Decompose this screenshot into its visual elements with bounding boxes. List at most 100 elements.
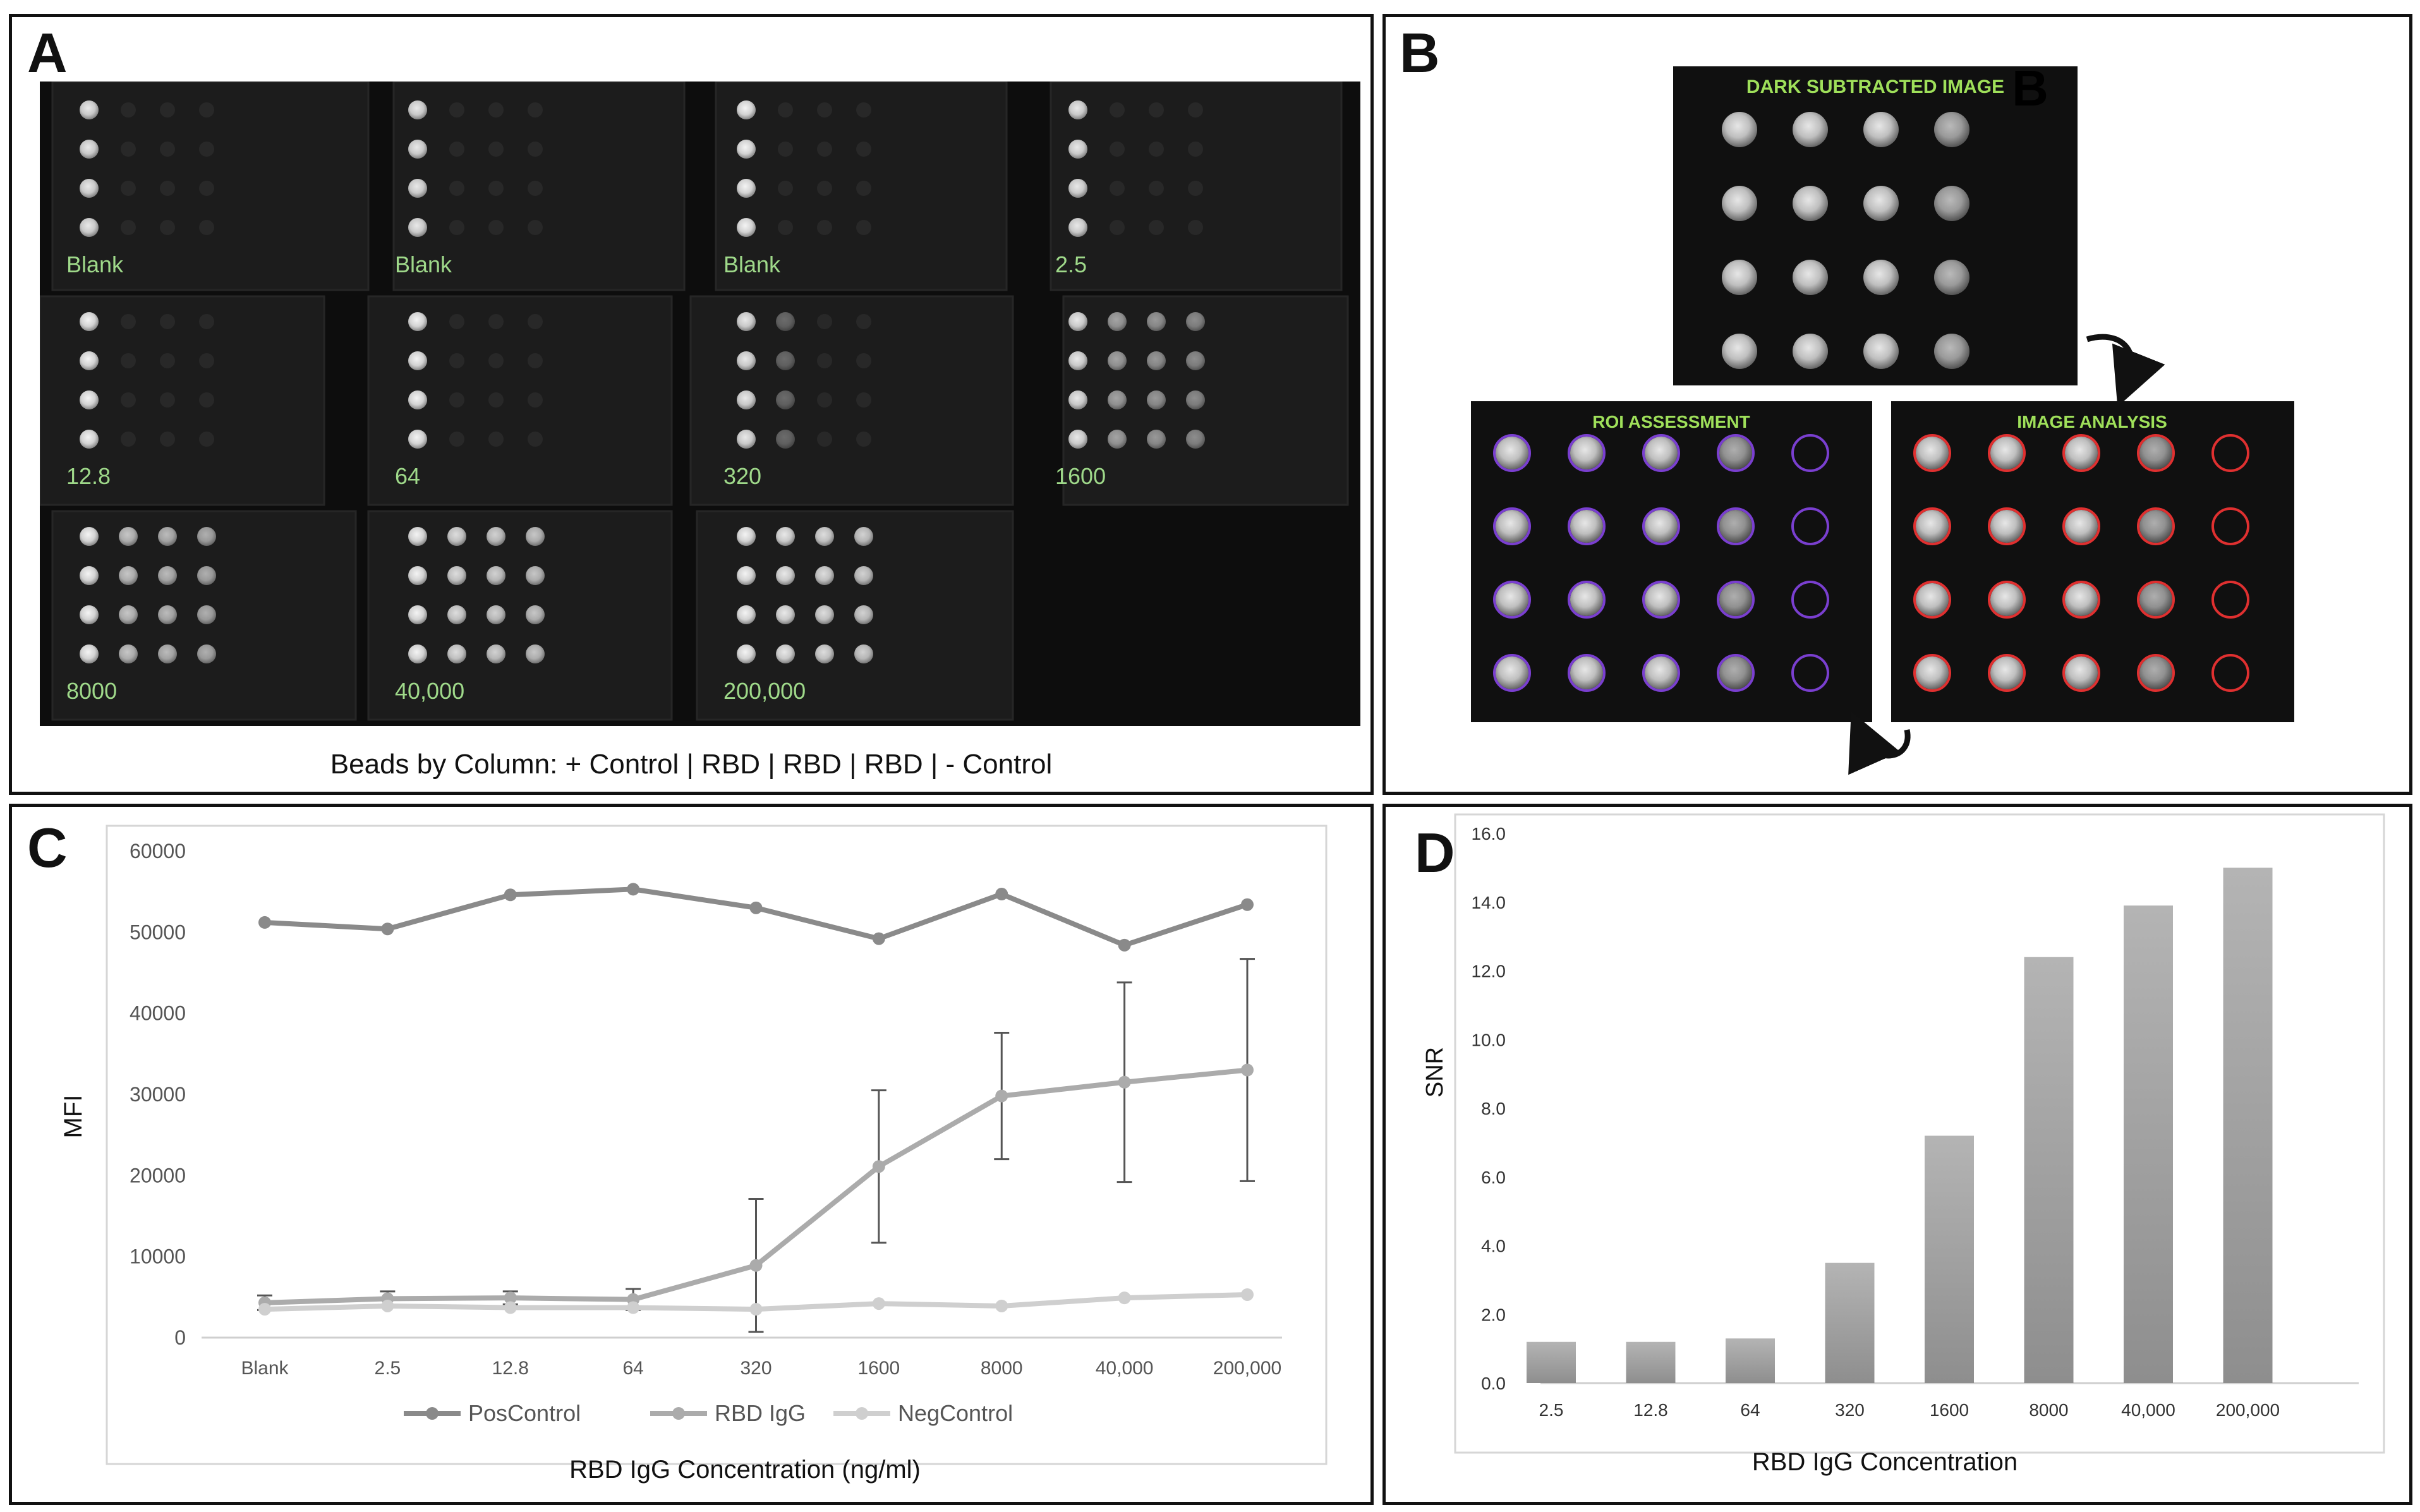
bead xyxy=(737,605,756,624)
y-tick-label: 10.0 xyxy=(1472,1030,1506,1049)
bead xyxy=(160,181,175,196)
y-tick-label: 6.0 xyxy=(1481,1168,1506,1187)
bead xyxy=(447,644,466,663)
roi-ring xyxy=(1493,581,1531,619)
bead xyxy=(737,140,756,159)
bead xyxy=(817,353,832,368)
data-point xyxy=(504,1291,517,1305)
x-tick-label: 8000 xyxy=(981,1358,1023,1379)
bead xyxy=(1110,142,1125,157)
chart-area-frame xyxy=(106,825,1328,1465)
roi-ring xyxy=(1717,507,1755,545)
data-point xyxy=(258,1303,271,1316)
y-axis-label: MFI xyxy=(59,1095,87,1139)
bead xyxy=(1793,112,1828,147)
y-axis-label: SNR xyxy=(1422,1047,1448,1098)
bead-tile: Blank xyxy=(395,100,543,277)
bead xyxy=(80,140,99,159)
bead xyxy=(447,566,466,585)
bead xyxy=(197,605,216,624)
bead xyxy=(408,527,427,546)
bead xyxy=(1147,312,1166,331)
bead xyxy=(817,142,832,157)
bead xyxy=(856,102,871,118)
bead xyxy=(1719,510,1752,543)
svg-text:RBD IgG: RBD IgG xyxy=(715,1400,806,1426)
bead xyxy=(199,181,214,196)
roi-ring xyxy=(2137,581,2175,619)
bead xyxy=(487,527,505,546)
dark-subtracted-title: DARK SUBTRACTED IMAGE xyxy=(1746,76,2004,97)
bead xyxy=(817,392,832,408)
x-axis-label: RBD IgG Concentration (ng/ml) xyxy=(569,1456,921,1484)
bead xyxy=(408,179,427,198)
bead xyxy=(526,566,545,585)
bead xyxy=(1934,260,1969,295)
data-point xyxy=(1118,938,1131,952)
data-point xyxy=(872,1160,885,1173)
bead xyxy=(856,220,871,235)
bead xyxy=(80,179,99,198)
bead xyxy=(80,100,99,119)
concentration-label: 320 xyxy=(723,463,761,489)
data-point xyxy=(1241,898,1254,911)
bead xyxy=(449,142,464,157)
bead xyxy=(197,566,216,585)
bead xyxy=(408,351,427,370)
bead xyxy=(488,353,504,368)
x-tick-label: 1600 xyxy=(1930,1400,1969,1420)
bead xyxy=(778,142,793,157)
curved-arrow-icon xyxy=(1848,711,1911,775)
roi-ring xyxy=(1717,581,1755,619)
bead xyxy=(1990,583,2023,616)
bead xyxy=(1149,220,1164,235)
data-point xyxy=(381,922,394,936)
roi-ring xyxy=(1791,507,1829,545)
bead xyxy=(488,181,504,196)
bead xyxy=(1110,102,1125,118)
data-point xyxy=(627,883,640,896)
panel-b: B DARK SUBTRACTED IMAGE B ROI ASSESSMENT… xyxy=(1382,14,2412,795)
bead xyxy=(449,181,464,196)
bead xyxy=(1722,112,1757,147)
roi-ring xyxy=(1791,581,1829,619)
bead xyxy=(1719,656,1752,689)
y-tick-label: 20000 xyxy=(130,1164,186,1187)
bead xyxy=(776,527,795,546)
bead xyxy=(449,432,464,447)
bead xyxy=(856,353,871,368)
bead xyxy=(1863,112,1899,147)
bead-array-micrograph: A BlankBlankBlank2.512.8643201600800040,… xyxy=(40,82,1349,721)
bead xyxy=(1863,334,1899,369)
bead xyxy=(408,218,427,237)
bead xyxy=(1719,583,1752,616)
x-tick-label: 40,000 xyxy=(2121,1400,2175,1420)
bead-tile: Blank xyxy=(723,100,871,277)
roi-ring xyxy=(2211,654,2249,692)
roi-ring xyxy=(1791,434,1829,472)
bead xyxy=(1645,437,1678,469)
bead xyxy=(2065,656,2098,689)
bead xyxy=(526,644,545,663)
bead xyxy=(854,605,873,624)
concentration-label: 12.8 xyxy=(66,463,111,489)
bead xyxy=(528,181,543,196)
roi-ring xyxy=(1642,581,1680,619)
bead xyxy=(1722,186,1757,221)
bead xyxy=(1147,430,1166,449)
roi-ring xyxy=(2211,507,2249,545)
roi-ring xyxy=(1988,581,2026,619)
roi-ring xyxy=(1642,654,1680,692)
concentration-label: 8000 xyxy=(66,678,117,704)
bead xyxy=(80,430,99,449)
bar xyxy=(1726,1338,1775,1383)
bead xyxy=(80,527,99,546)
roi-ring xyxy=(1568,581,1606,619)
bead-tile: 200,000 xyxy=(723,527,873,704)
bead xyxy=(1188,220,1203,235)
bead xyxy=(737,566,756,585)
bar xyxy=(1825,1262,1875,1383)
bead xyxy=(1068,179,1087,198)
bead xyxy=(528,392,543,408)
bead xyxy=(1068,351,1087,370)
